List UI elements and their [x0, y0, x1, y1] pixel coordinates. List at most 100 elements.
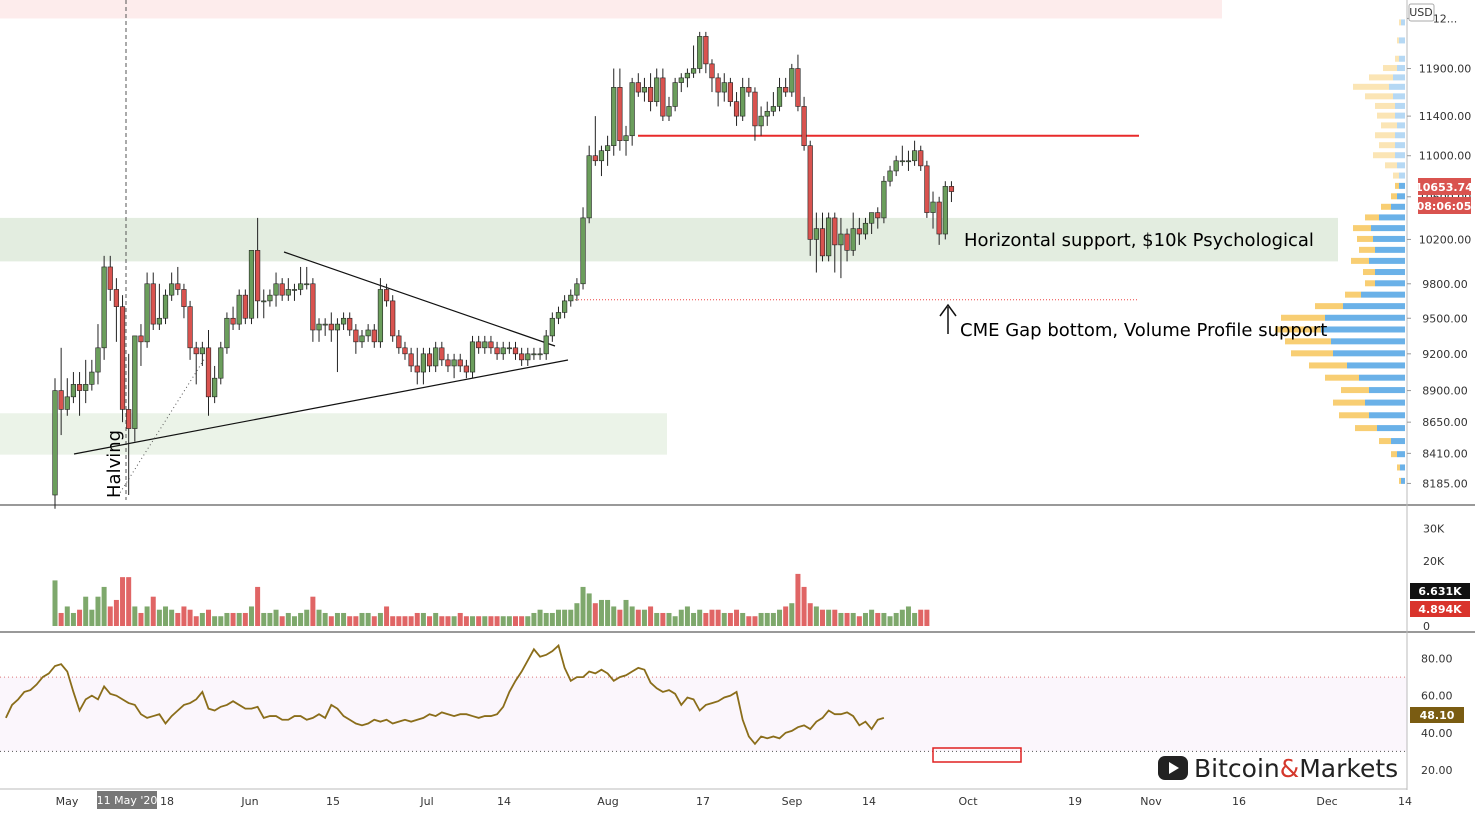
- volume-bar: [500, 616, 506, 626]
- candle-body: [537, 353, 543, 356]
- candle-body: [420, 353, 427, 373]
- vp-bar-up: [1395, 132, 1405, 139]
- volume-bar: [390, 616, 396, 626]
- candle-body: [414, 365, 420, 373]
- volume-bar: [488, 616, 494, 626]
- volume-bar: [224, 612, 230, 626]
- candle-body: [629, 82, 635, 137]
- volume-bar: [623, 599, 629, 626]
- vp-bar-up: [1369, 387, 1405, 394]
- volume-bar: [451, 616, 457, 626]
- candle-body: [488, 341, 494, 349]
- vp-bar-down: [1377, 112, 1395, 119]
- volume-bar: [660, 612, 666, 626]
- candle-body: [402, 347, 408, 355]
- vp-bar-up: [1397, 162, 1405, 169]
- volume-bar: [353, 616, 359, 626]
- vp-bar-down: [1351, 257, 1369, 264]
- volume-bar: [850, 612, 856, 626]
- volume-bar: [298, 612, 304, 626]
- volume-bar: [899, 609, 905, 626]
- volume-bar: [838, 612, 844, 626]
- candle-body: [598, 150, 605, 162]
- time-tick-label: 14: [1398, 795, 1412, 808]
- date-highlight: 11 May '20: [97, 794, 158, 807]
- vp-bar-down: [1395, 55, 1399, 62]
- candle-body: [396, 335, 402, 349]
- candle-body: [279, 283, 285, 296]
- volume-bar: [592, 603, 598, 626]
- candle-body: [433, 347, 439, 367]
- candle-body: [936, 201, 942, 235]
- volume-bar: [666, 612, 672, 626]
- volume-bar: [574, 603, 580, 626]
- candle-body: [850, 228, 856, 251]
- candle-body: [359, 335, 365, 343]
- candle-body: [543, 335, 549, 355]
- candle-body: [905, 160, 912, 163]
- volume-bar: [193, 616, 199, 626]
- volume-bar: [89, 609, 95, 626]
- volume-bar: [820, 609, 825, 626]
- vp-bar-down: [1363, 269, 1375, 276]
- candle-body: [267, 294, 273, 302]
- vp-bar-down: [1391, 193, 1397, 200]
- candle-body: [647, 87, 654, 102]
- candle-body: [113, 289, 119, 307]
- vp-bar-up: [1391, 203, 1405, 210]
- candle-body: [328, 323, 334, 331]
- candle-body: [819, 228, 826, 257]
- volume-bar: [414, 612, 420, 626]
- candle-body: [144, 283, 150, 343]
- time-tick-label: 17: [696, 795, 710, 808]
- candle-body: [138, 335, 144, 343]
- candle-body: [672, 82, 678, 107]
- volume-bar: [875, 612, 881, 626]
- volume-bar: [365, 612, 371, 626]
- current-price-badge-box: [1418, 178, 1471, 195]
- volume-bar: [635, 609, 641, 626]
- volume-bar: [629, 606, 635, 626]
- volume-bar: [764, 612, 770, 626]
- vp-bar-down: [1369, 74, 1393, 81]
- candle-body: [218, 347, 224, 379]
- volume-up-badge: 6.631K: [1418, 585, 1462, 598]
- candle-body: [347, 317, 353, 331]
- volume-bar: [316, 609, 322, 626]
- cme-gap-label: CME Gap bottom, Volume Profile support: [960, 320, 1327, 341]
- candle-body: [76, 384, 83, 391]
- vp-bar-down: [1379, 438, 1391, 445]
- candle-body: [126, 409, 132, 429]
- candle-body: [457, 359, 463, 367]
- vp-bar-down: [1399, 19, 1401, 26]
- candle-body: [795, 68, 801, 107]
- candle-body: [242, 294, 248, 319]
- volume-bar: [206, 609, 211, 626]
- volume-bar: [555, 609, 561, 626]
- volume-bar: [126, 577, 132, 626]
- candle-body: [918, 150, 924, 167]
- candle-body: [193, 347, 199, 355]
- volume-bar: [678, 609, 684, 626]
- price-tick-label: 11900.00: [1419, 63, 1472, 76]
- candle-body: [70, 384, 77, 398]
- countdown-badge: 08:06:05: [1417, 200, 1472, 213]
- countdown-badge-box: [1418, 197, 1471, 214]
- volume-bar: [697, 609, 703, 626]
- candle-body: [899, 160, 905, 163]
- price-zones: [0, 0, 1338, 455]
- candle-body: [224, 317, 230, 349]
- vp-bar-up: [1397, 193, 1405, 200]
- volume-bar: [236, 612, 242, 626]
- rsi-tick-label: 80.00: [1421, 653, 1453, 666]
- vp-bar-down: [1393, 172, 1399, 179]
- volume-bar: [476, 616, 482, 626]
- volume-bar: [218, 616, 224, 626]
- vp-bar-down: [1275, 326, 1321, 333]
- candle-body: [64, 396, 70, 410]
- vp-bar-down: [1325, 374, 1359, 381]
- candle-body: [697, 36, 703, 69]
- volume-bar: [261, 612, 267, 626]
- vp-bar-down: [1365, 214, 1379, 221]
